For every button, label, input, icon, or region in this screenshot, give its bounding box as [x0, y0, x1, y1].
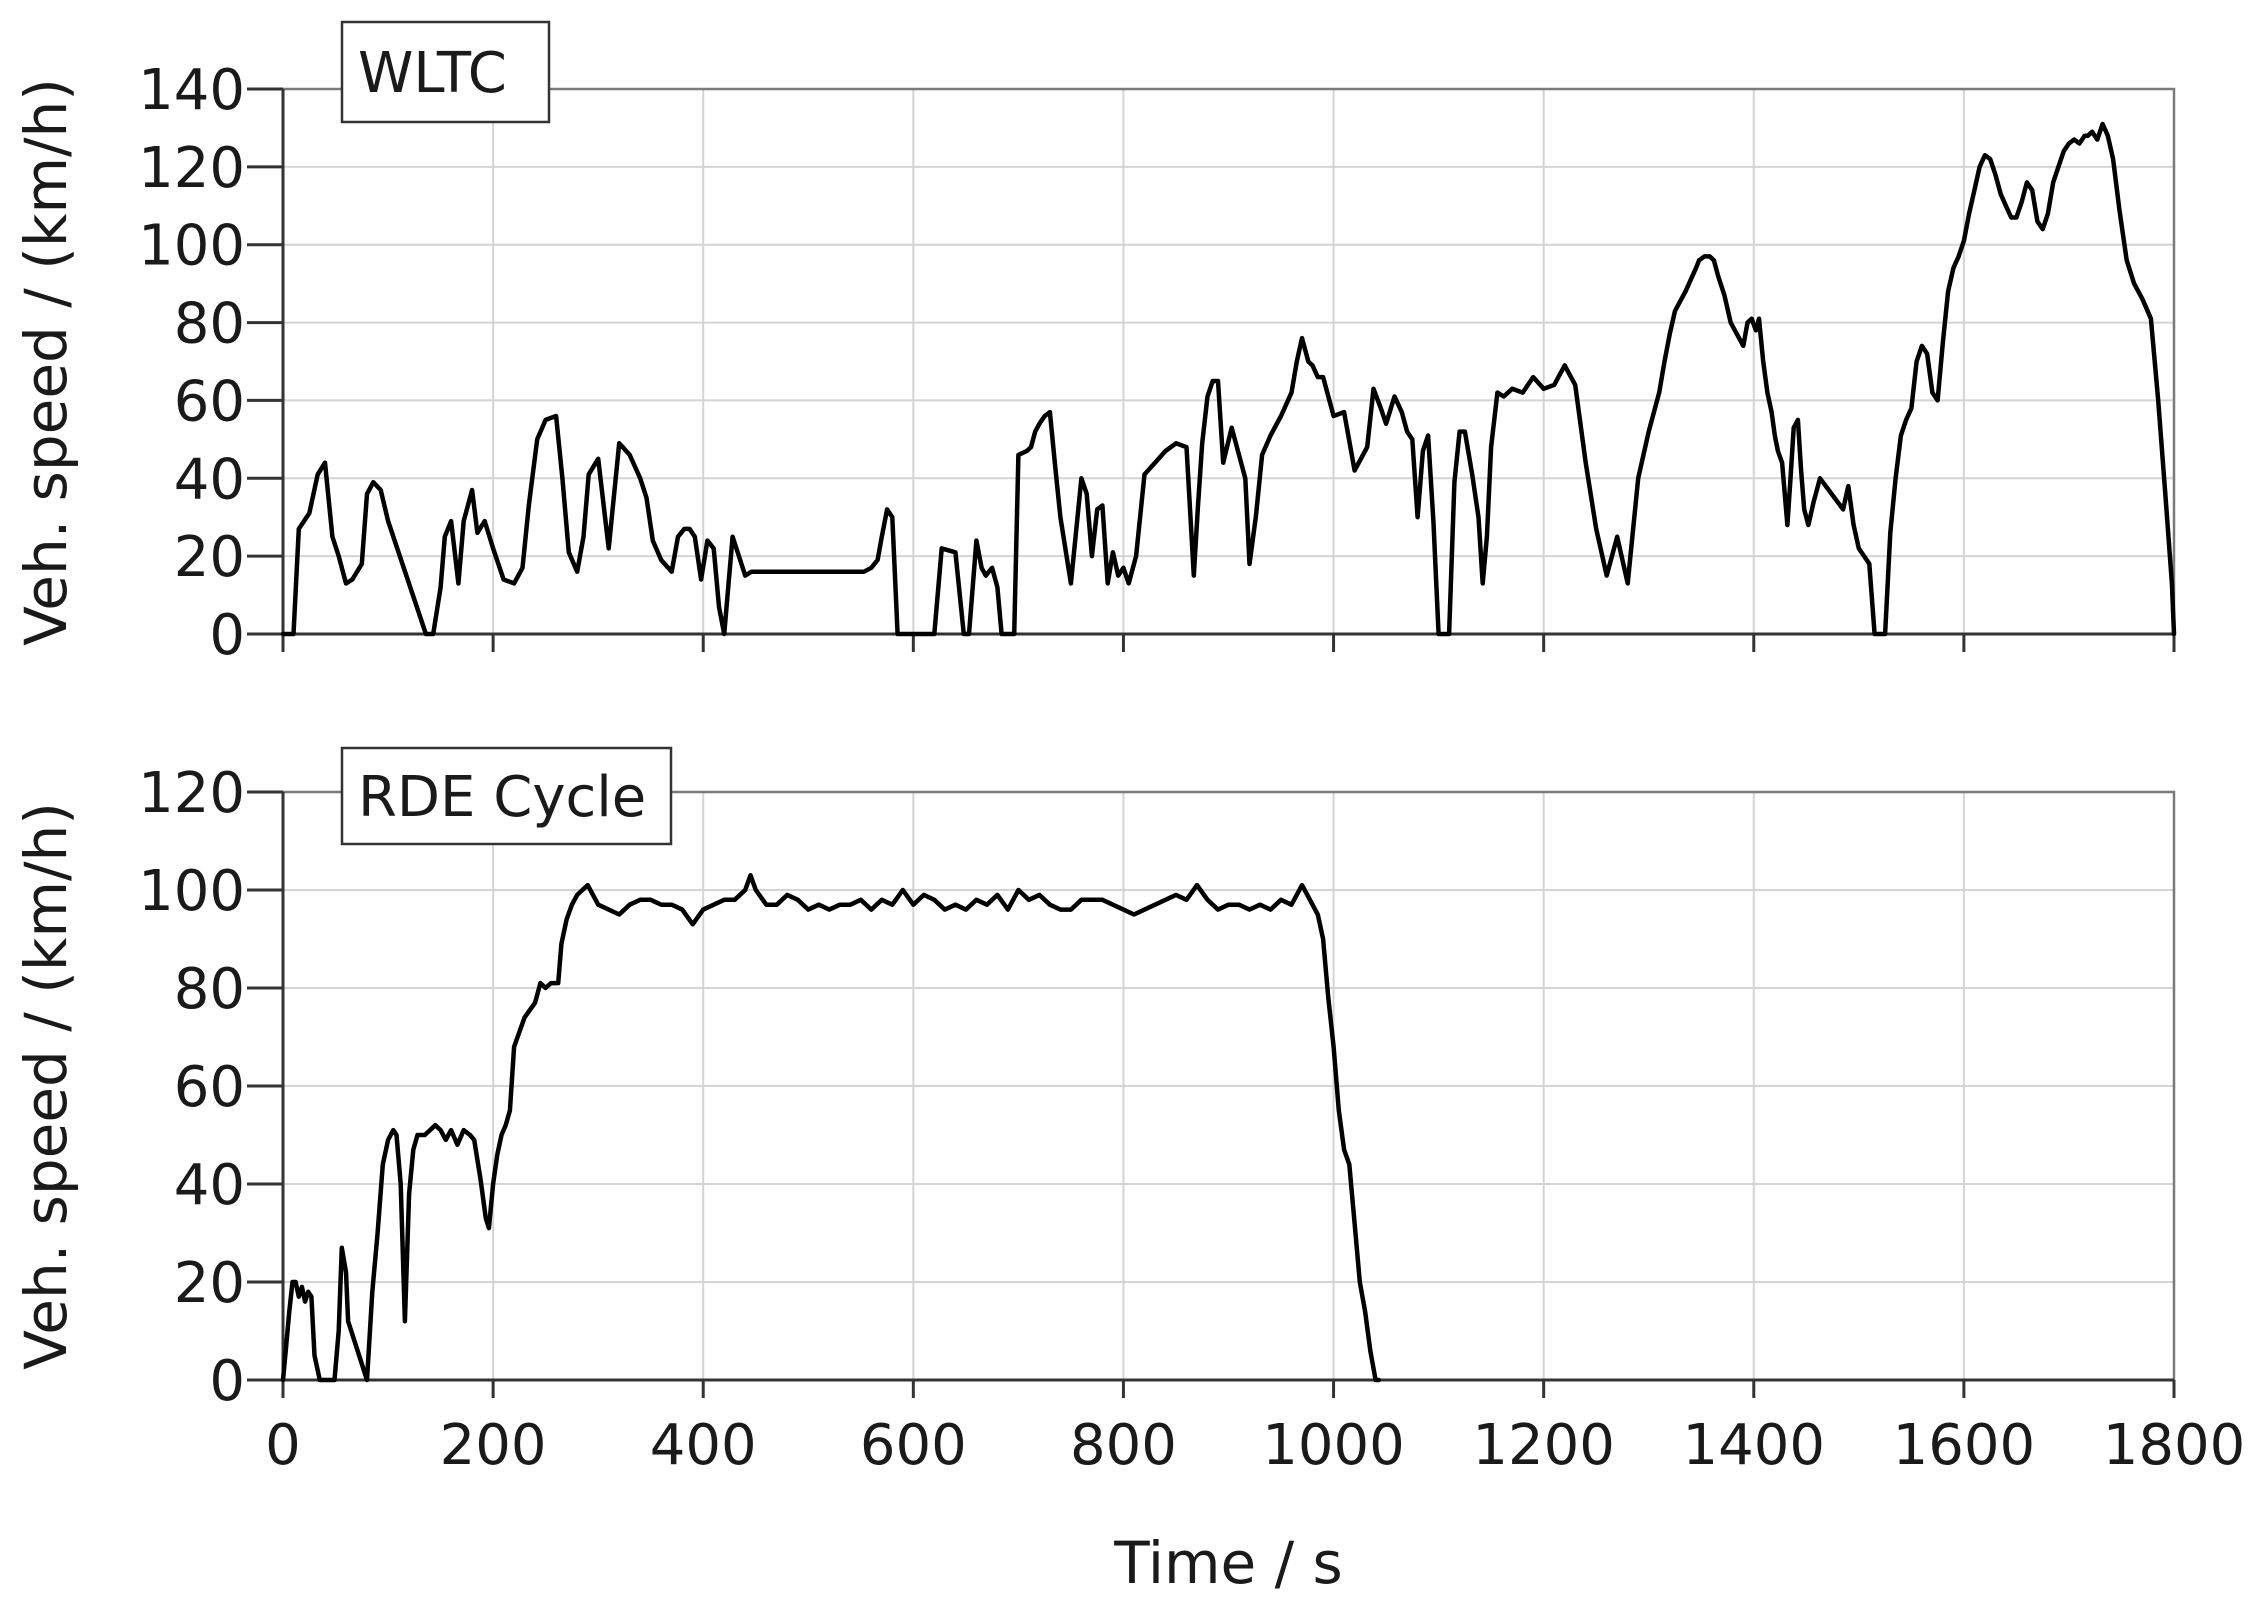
y-tick-label: 20 [174, 525, 245, 590]
y-tick-label: 60 [174, 369, 245, 434]
y-tick-label: 0 [209, 603, 245, 668]
x-tick-label: 1200 [1472, 1413, 1615, 1478]
y-tick-label: 120 [138, 136, 245, 201]
y-tick-label: 40 [174, 447, 245, 512]
y-tick-label: 80 [174, 957, 245, 1022]
y-tick-label: 100 [138, 859, 245, 924]
legend-box [340, 746, 673, 846]
x-tick-label: 1000 [1262, 1413, 1405, 1478]
x-tick-label: 800 [1070, 1413, 1177, 1478]
legend: RDE Cycle [340, 746, 673, 846]
legend: WLTC [340, 20, 551, 124]
y-axis-title: Veh. speed / (km/h) [12, 78, 80, 646]
y-tick-label: 60 [174, 1055, 245, 1120]
x-tick-label: 400 [650, 1413, 757, 1478]
x-axis-title: Time / s [1113, 1529, 1343, 1597]
y-tick-label: 120 [138, 761, 245, 826]
x-tick-label: 1400 [1683, 1413, 1826, 1478]
series-line-rde-cycle [280, 873, 1381, 1383]
legend-label: WLTC [358, 41, 507, 106]
x-tick-label: 200 [440, 1413, 547, 1478]
y-tick-label: 100 [138, 214, 245, 279]
x-tick-label: 0 [265, 1413, 301, 1478]
x-tick-label: 1600 [1893, 1413, 2036, 1478]
x-tick-label: 600 [860, 1413, 967, 1478]
y-axis-title: Veh. speed / (km/h) [12, 802, 80, 1370]
y-tick-label: 80 [174, 292, 245, 357]
y-tick-label: 140 [138, 58, 245, 123]
y-tick-label: 0 [209, 1349, 245, 1414]
series-line-wltc [280, 121, 2177, 637]
x-tick-label: 1800 [2103, 1413, 2246, 1478]
legend-label: RDE Cycle [358, 765, 646, 830]
legend-box [340, 20, 551, 124]
chart-panel-1: 0 20 40 60 80 100 120 140 Veh. speed / (km/h) WLT… [12, 20, 2177, 668]
y-tick-label: 20 [174, 1251, 245, 1316]
y-tick-label: 40 [174, 1153, 245, 1218]
